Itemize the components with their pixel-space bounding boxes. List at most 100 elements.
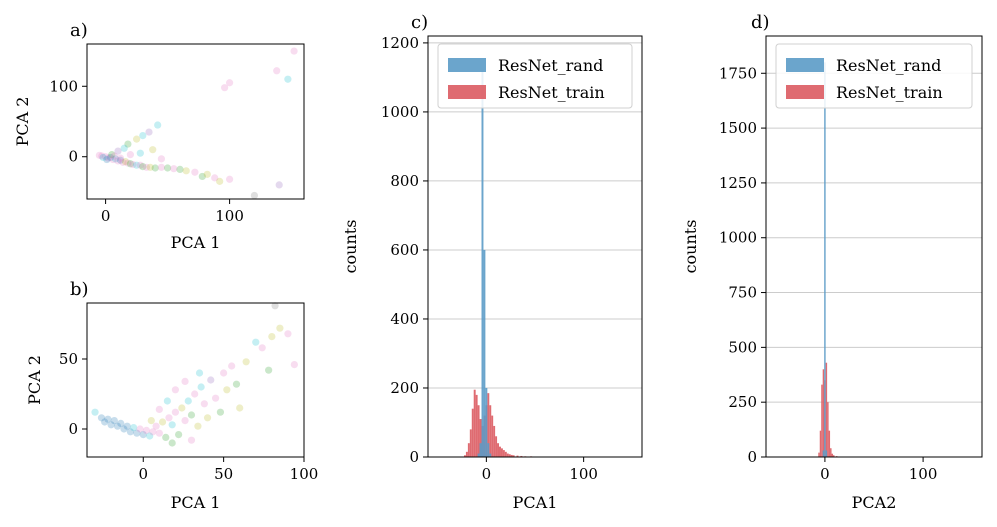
histogram-bar-rand [481, 70, 484, 458]
scatter-point [191, 390, 199, 398]
scatter-point [151, 164, 159, 172]
scatter-point [98, 152, 106, 160]
histogram-bar-train [821, 384, 823, 457]
scatter-point [111, 155, 120, 163]
y-axis-label: PCA 2 [13, 97, 32, 147]
histogram-bar-train [489, 405, 492, 457]
x-axis-label: PCA1 [513, 493, 558, 512]
histogram-bar-train [825, 362, 828, 457]
scatter-point [152, 422, 160, 430]
axes-frame [86, 302, 305, 458]
scatter-point [120, 144, 128, 152]
scatter-point [116, 154, 125, 162]
histogram-bar-train [471, 408, 474, 457]
histogram-bar-train [465, 451, 468, 457]
scatter-point [104, 415, 112, 423]
scatter-point [126, 151, 134, 159]
legend-swatch-train [786, 85, 824, 99]
y-tick-label: 50 [59, 350, 78, 368]
histogram-bar-train [463, 455, 466, 457]
x-tick-label: 100 [215, 207, 244, 225]
legend-entry-label: ResNet_rand [836, 56, 941, 75]
legend-swatch-rand [786, 58, 824, 72]
histogram-bar-train [512, 455, 515, 457]
scatter-point [147, 417, 155, 425]
scatter-point [181, 417, 189, 425]
scatter-point [139, 131, 147, 140]
scatter-point [157, 155, 165, 163]
y-tick-label: 100 [49, 77, 78, 95]
legend-entry-label: ResNet_train [498, 83, 605, 102]
scatter-point [154, 121, 162, 129]
scatter-point [226, 79, 234, 87]
scatter-point [155, 429, 163, 437]
panel-label: b) [70, 279, 89, 300]
scatter-point [149, 146, 157, 154]
scatter-point [109, 155, 117, 164]
axes-frame [427, 35, 643, 458]
scatter-point [250, 191, 258, 200]
y-tick-label: 750 [728, 284, 757, 302]
scatter-point [157, 163, 165, 171]
scatter-point [284, 330, 292, 338]
x-tick-label: 0 [138, 465, 148, 483]
scatter-point [211, 394, 220, 402]
scatter-point [211, 174, 219, 182]
scatter-point [165, 414, 173, 422]
scatter-point [146, 163, 154, 171]
scatter-point [124, 159, 132, 167]
y-tick-label: 0 [409, 448, 419, 466]
scatter-point [168, 421, 176, 429]
scatter-point [145, 128, 153, 136]
panel-b-scatter: 0 50 100 0 50 b) PCA 1 PCA 2 [25, 279, 318, 512]
y-tick-label: 500 [728, 338, 757, 356]
scatter-point [290, 47, 298, 55]
scatter-point [178, 404, 186, 412]
histogram-bar-train [822, 369, 825, 457]
scatter-point [203, 414, 212, 422]
y-tick-label: 600 [390, 241, 419, 259]
histogram-bar-train [818, 452, 820, 457]
scatter-point [171, 386, 180, 394]
histogram-bar-train [479, 419, 482, 457]
scatter-point [119, 158, 127, 166]
scatter-point [133, 161, 141, 169]
scatter-point [139, 431, 147, 439]
scatter-point [114, 157, 122, 165]
y-tick-label: 1000 [719, 229, 757, 247]
y-tick-label: 400 [390, 310, 419, 328]
scatter-point [101, 418, 109, 426]
scatter-point [103, 155, 111, 164]
scatter-point [142, 163, 151, 171]
scatter-point [191, 168, 199, 176]
scatter-point [129, 160, 137, 169]
scatter-point [126, 428, 134, 436]
scatter-point [220, 369, 228, 377]
scatter-point [155, 405, 163, 413]
scatter-point [171, 408, 180, 416]
scatter-point [116, 156, 125, 164]
histogram-bar-train [467, 443, 470, 457]
scatter-point [130, 424, 138, 432]
histogram-bar-train [495, 436, 498, 457]
axes-frame [765, 35, 983, 458]
scatter-point [107, 421, 115, 429]
histogram-bar-train [491, 415, 494, 457]
histogram-bar-train [520, 455, 523, 457]
histogram-bar-train [831, 453, 834, 457]
scatter-point [195, 369, 204, 377]
scatter-point [114, 147, 122, 155]
scatter-point [242, 358, 250, 366]
scatter-point [198, 172, 206, 181]
histogram-bar-train [510, 454, 513, 457]
scatter-point [252, 338, 260, 346]
scatter-point [187, 436, 196, 444]
scatter-point [136, 149, 144, 157]
y-axis-label: PCA 2 [25, 355, 44, 405]
histogram-bar-rand [477, 453, 480, 457]
histogram-bar-train [833, 455, 835, 457]
legend-entry-label: ResNet_rand [498, 56, 603, 75]
histogram-bar-rand [479, 443, 482, 457]
scatter-point [216, 408, 225, 416]
histogram-bar-train [502, 450, 505, 457]
